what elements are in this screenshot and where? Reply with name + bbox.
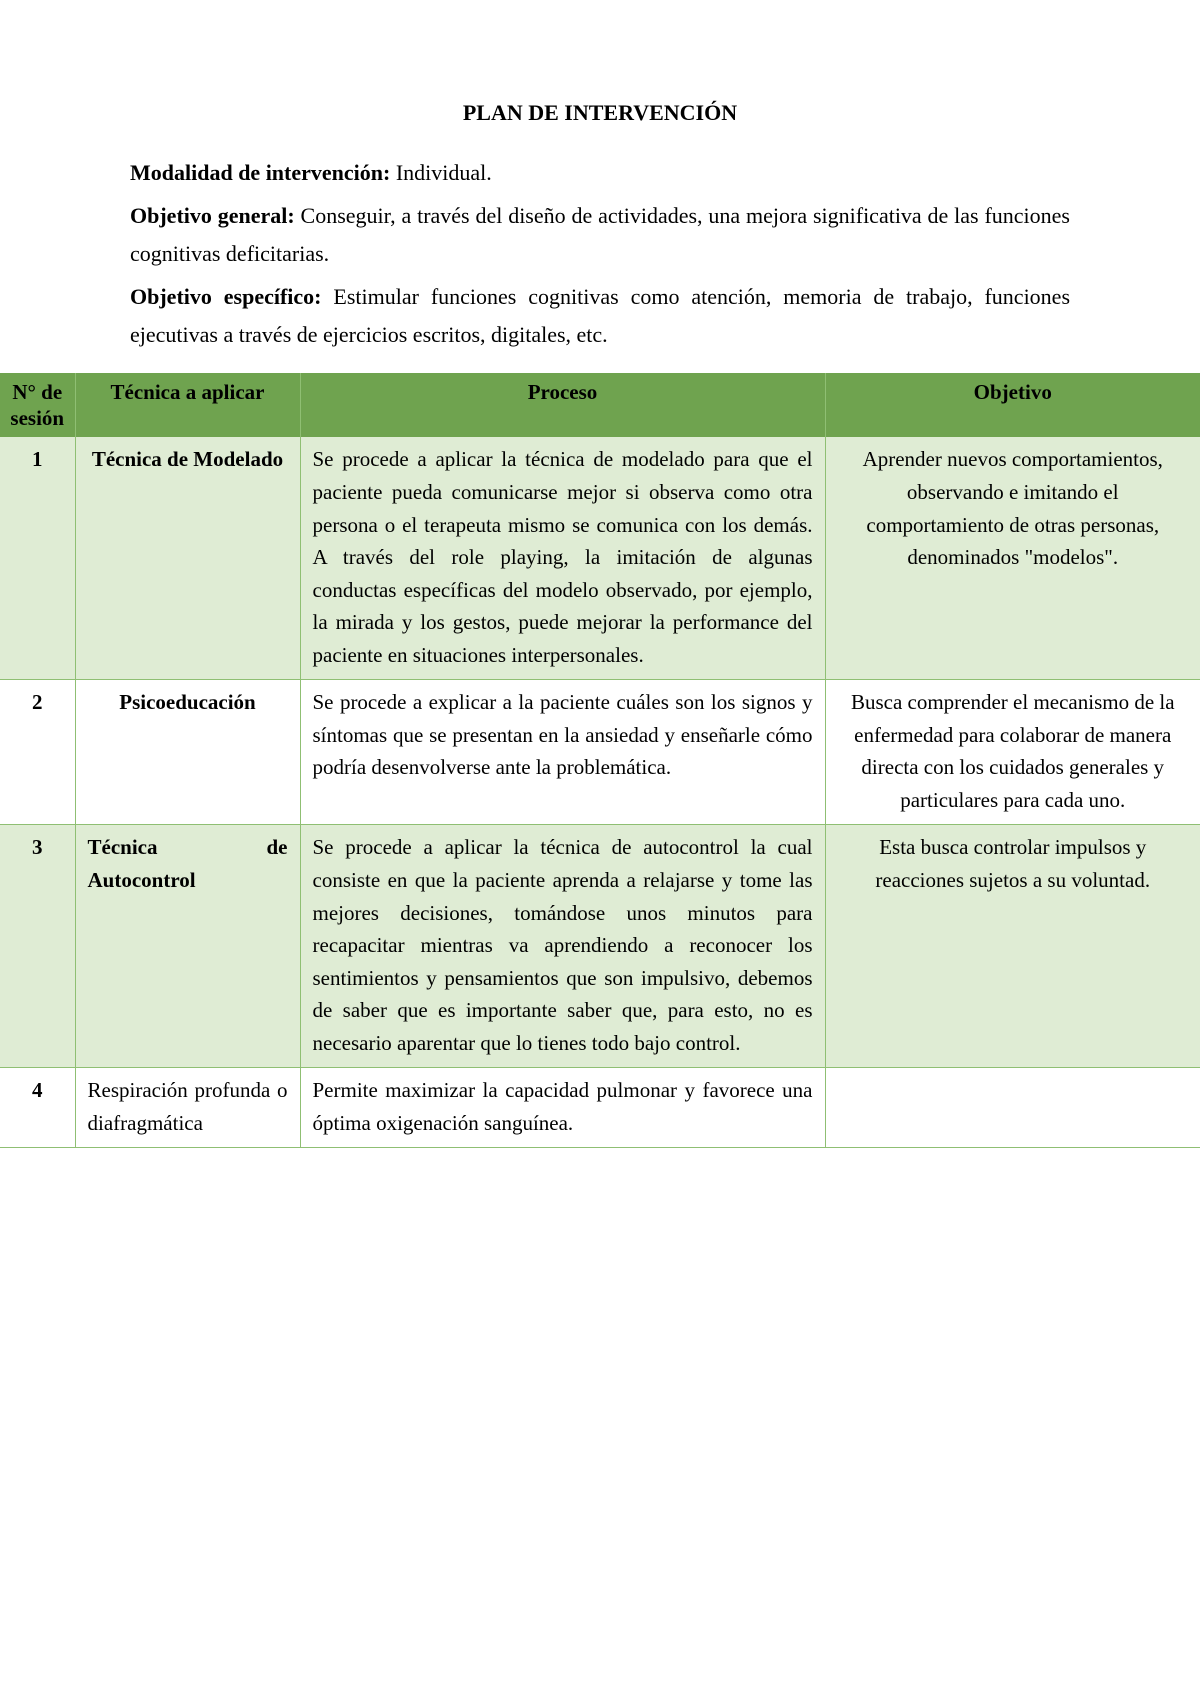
- objetivo-especifico-label: Objetivo específico:: [130, 284, 322, 309]
- cell-proceso: Se procede a explicar a la paciente cuál…: [300, 680, 825, 825]
- document-title: PLAN DE INTERVENCIÓN: [0, 100, 1200, 126]
- header-tecnica: Técnica a aplicar: [75, 373, 300, 438]
- cell-sesion: 4: [0, 1068, 75, 1148]
- intervention-table: N° de sesión Técnica a aplicar Proceso O…: [0, 373, 1200, 1148]
- cell-objetivo: Esta busca controlar impulsos y reaccion…: [825, 825, 1200, 1068]
- table-header-row: N° de sesión Técnica a aplicar Proceso O…: [0, 373, 1200, 438]
- header-objetivo: Objetivo: [825, 373, 1200, 438]
- intro-block: Modalidad de intervención: Individual. O…: [0, 154, 1200, 353]
- cell-proceso: Permite maximizar la capacidad pulmonar …: [300, 1068, 825, 1148]
- cell-proceso: Se procede a aplicar la técnica de model…: [300, 437, 825, 679]
- table-row: 4Respiración profunda o diafragmáticaPer…: [0, 1068, 1200, 1148]
- cell-tecnica: Respiración profunda o diafragmática: [75, 1068, 300, 1148]
- table-row: 2PsicoeducaciónSe procede a explicar a l…: [0, 680, 1200, 825]
- cell-sesion: 3: [0, 825, 75, 1068]
- modalidad-line: Modalidad de intervención: Individual.: [130, 154, 1070, 191]
- cell-objetivo: Busca comprender el mecanismo de la enfe…: [825, 680, 1200, 825]
- header-sesion: N° de sesión: [0, 373, 75, 438]
- cell-sesion: 1: [0, 437, 75, 679]
- cell-tecnica: Técnica de Autocontrol: [75, 825, 300, 1068]
- table-row: 1Técnica de ModeladoSe procede a aplicar…: [0, 437, 1200, 679]
- objetivo-especifico-line: Objetivo específico: Estimular funciones…: [130, 278, 1070, 353]
- cell-sesion: 2: [0, 680, 75, 825]
- table-row: 3Técnica de AutocontrolSe procede a apli…: [0, 825, 1200, 1068]
- cell-objetivo: Aprender nuevos comportamientos, observa…: [825, 437, 1200, 679]
- cell-tecnica: Psicoeducación: [75, 680, 300, 825]
- modalidad-value: Individual.: [390, 160, 491, 185]
- objetivo-general-label: Objetivo general:: [130, 203, 295, 228]
- cell-objetivo: [825, 1068, 1200, 1148]
- header-proceso: Proceso: [300, 373, 825, 438]
- objetivo-general-line: Objetivo general: Conseguir, a través de…: [130, 197, 1070, 272]
- modalidad-label: Modalidad de intervención:: [130, 160, 390, 185]
- cell-tecnica: Técnica de Modelado: [75, 437, 300, 679]
- cell-proceso: Se procede a aplicar la técnica de autoc…: [300, 825, 825, 1068]
